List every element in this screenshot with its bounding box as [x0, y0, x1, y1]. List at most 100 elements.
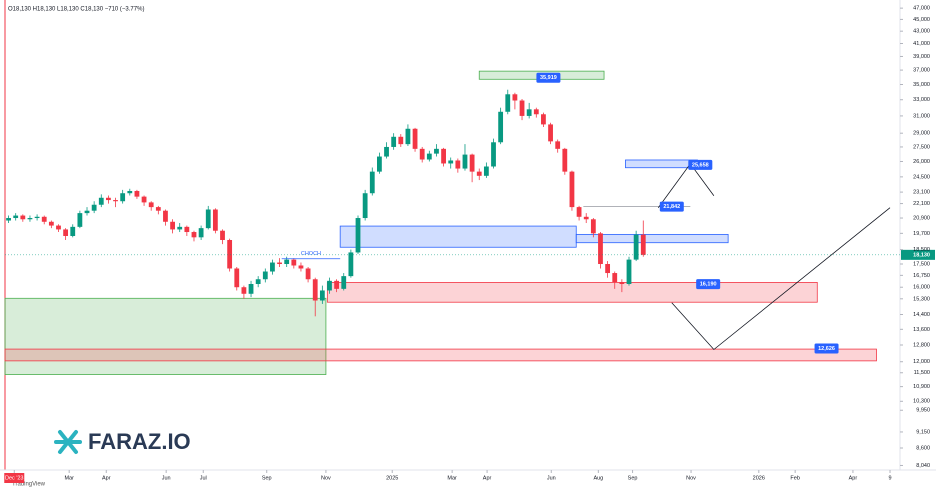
zone [326, 282, 818, 303]
x-tick-label: Sep [628, 475, 638, 481]
candle-body [512, 94, 518, 101]
candle-body [583, 216, 589, 220]
price-label: 12,626 [818, 346, 835, 352]
y-tick-label: 27,500 [913, 144, 930, 150]
candle-body [6, 218, 11, 221]
candle-body [377, 156, 382, 172]
last-price-box [901, 249, 935, 260]
x-tick-label: Aug [593, 475, 603, 481]
candle-body [70, 226, 76, 236]
candle-body [355, 218, 361, 253]
candle-body [462, 154, 468, 169]
x-tick-label: Nov [321, 475, 331, 481]
candles [6, 89, 646, 317]
candle-body [113, 200, 118, 202]
x-tick-label: Dec '23 [5, 475, 23, 481]
candle-body [526, 109, 532, 116]
candle-body [633, 234, 639, 260]
zones [4, 70, 877, 375]
y-tick-label: 47,000 [913, 6, 930, 12]
candle-body [198, 228, 204, 238]
candle-body [348, 252, 354, 277]
y-tick-label: 24,500 [913, 174, 930, 180]
y-tick-label: 31,000 [913, 113, 930, 119]
candle-body [434, 148, 439, 154]
candle-body [63, 229, 69, 236]
candle-body [56, 225, 61, 230]
price-label: 25,658 [692, 162, 709, 168]
price-label-box [696, 279, 721, 290]
candle-body [469, 154, 475, 172]
candle-body [476, 171, 482, 176]
candle-body [412, 128, 418, 149]
candle-body [120, 193, 126, 202]
y-tick-label: 16,000 [913, 285, 930, 291]
x-tick-label: Apr [102, 475, 111, 481]
candle-body [605, 264, 611, 274]
price-label: 21,842 [663, 204, 680, 210]
x-tick-label: Apr [849, 475, 858, 481]
candle-body [48, 221, 54, 226]
candle-body [491, 142, 496, 167]
last-price-label: 18,130 [913, 252, 930, 258]
candle-body [384, 146, 389, 157]
overlay: CHOCH 35,919 25,658 21,842 16,190 12,626 18,13… [5, 72, 935, 354]
y-tick-label: 8,040 [916, 463, 930, 469]
candle-body [170, 221, 175, 230]
candle-body [369, 171, 375, 194]
candle-body [498, 111, 504, 143]
candle-body [455, 160, 461, 169]
y-tick-label: 18,500 [913, 247, 930, 253]
candle-body [177, 226, 183, 230]
zone [4, 297, 327, 375]
candle-body [220, 230, 225, 240]
x-tick-label: Jun [547, 475, 556, 481]
candle-body [391, 136, 397, 147]
candle-body [163, 210, 168, 222]
candle-body [106, 197, 111, 201]
x-tick-label: 9 [888, 475, 891, 481]
y-tick-label: 9,150 [916, 429, 930, 435]
zone [625, 159, 698, 169]
y-tick-label: 35,000 [913, 82, 930, 88]
candle-body [640, 234, 646, 255]
x-tick-label: Mar [64, 475, 74, 481]
candle-body [255, 279, 261, 285]
candle-body [612, 273, 618, 283]
candle-body [598, 233, 603, 265]
y-tick-label: 22,100 [913, 201, 930, 207]
candle-body [576, 207, 582, 217]
candle-body [155, 207, 161, 211]
projection-line [671, 207, 891, 351]
x-tick-label: Jun [162, 475, 171, 481]
candle-body [319, 290, 325, 301]
candle-body [533, 109, 539, 115]
candle-body [562, 148, 568, 172]
x-tick-label: Jul [200, 475, 207, 481]
candle-body [234, 268, 240, 288]
y-tick-label: 10,300 [913, 399, 930, 405]
candle-body [127, 190, 133, 194]
y-tick-label: 29,000 [913, 131, 930, 137]
price-label-box [688, 159, 713, 170]
candle-body [426, 153, 432, 160]
candle-body [505, 94, 511, 112]
price-label: 16,190 [700, 282, 717, 288]
candle-body [590, 219, 596, 234]
candle-body [184, 226, 190, 233]
candle-body [191, 232, 197, 238]
x-tick-highlight [4, 473, 25, 483]
candle-body [205, 209, 211, 229]
y-tick-label: 17,500 [913, 261, 930, 267]
candle-body [270, 262, 275, 272]
candle-body [34, 216, 40, 219]
watermark: FARAZ.IO [54, 429, 191, 454]
footer: TradingView [12, 482, 46, 488]
candle-body [341, 276, 347, 289]
candle-body [291, 259, 297, 266]
candle-body [77, 213, 83, 227]
x-tick-label: Apr [483, 475, 492, 481]
y-tick-label: 20,900 [913, 215, 930, 221]
